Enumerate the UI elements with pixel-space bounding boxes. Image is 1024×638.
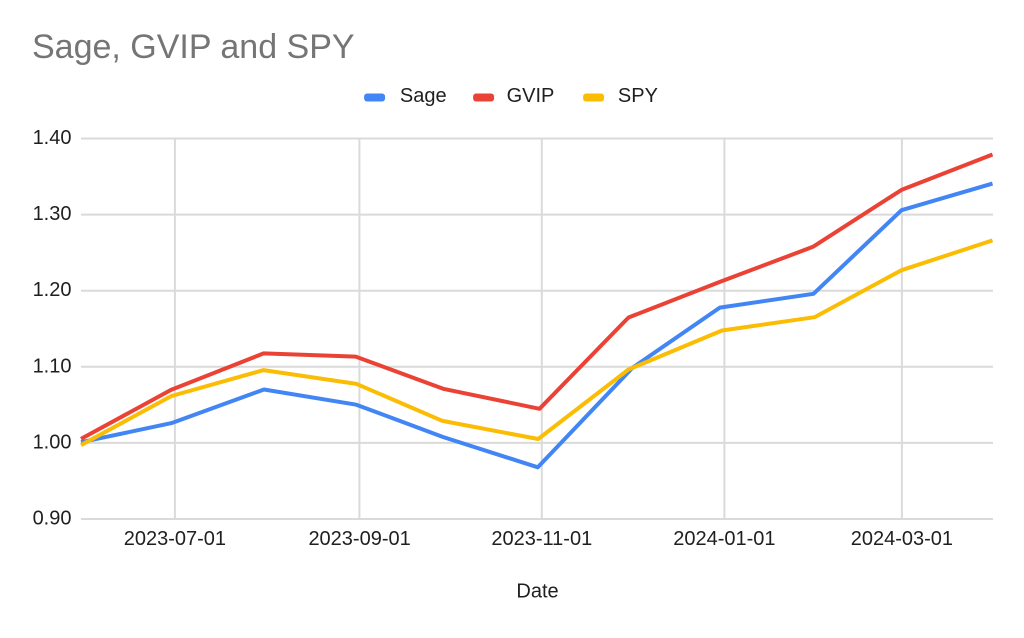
svg-text:2024-03-01: 2024-03-01 — [851, 528, 953, 550]
svg-text:Sage, GVIP and SPY: Sage, GVIP and SPY — [32, 28, 355, 66]
svg-text:0.90: 0.90 — [33, 508, 72, 530]
svg-text:1.40: 1.40 — [33, 127, 72, 149]
svg-text:2023-11-01: 2023-11-01 — [491, 528, 592, 550]
svg-text:Sage: Sage — [400, 85, 447, 107]
svg-text:1.10: 1.10 — [33, 355, 72, 377]
svg-text:SPY: SPY — [618, 85, 658, 107]
svg-text:2023-07-01: 2023-07-01 — [124, 528, 226, 550]
svg-text:1.00: 1.00 — [33, 431, 72, 453]
svg-text:Date: Date — [516, 581, 558, 603]
svg-text:GVIP: GVIP — [507, 85, 555, 107]
svg-text:2024-01-01: 2024-01-01 — [673, 528, 775, 550]
svg-text:2023-09-01: 2023-09-01 — [308, 528, 410, 550]
svg-text:1.20: 1.20 — [33, 279, 72, 301]
svg-text:1.30: 1.30 — [33, 203, 72, 225]
